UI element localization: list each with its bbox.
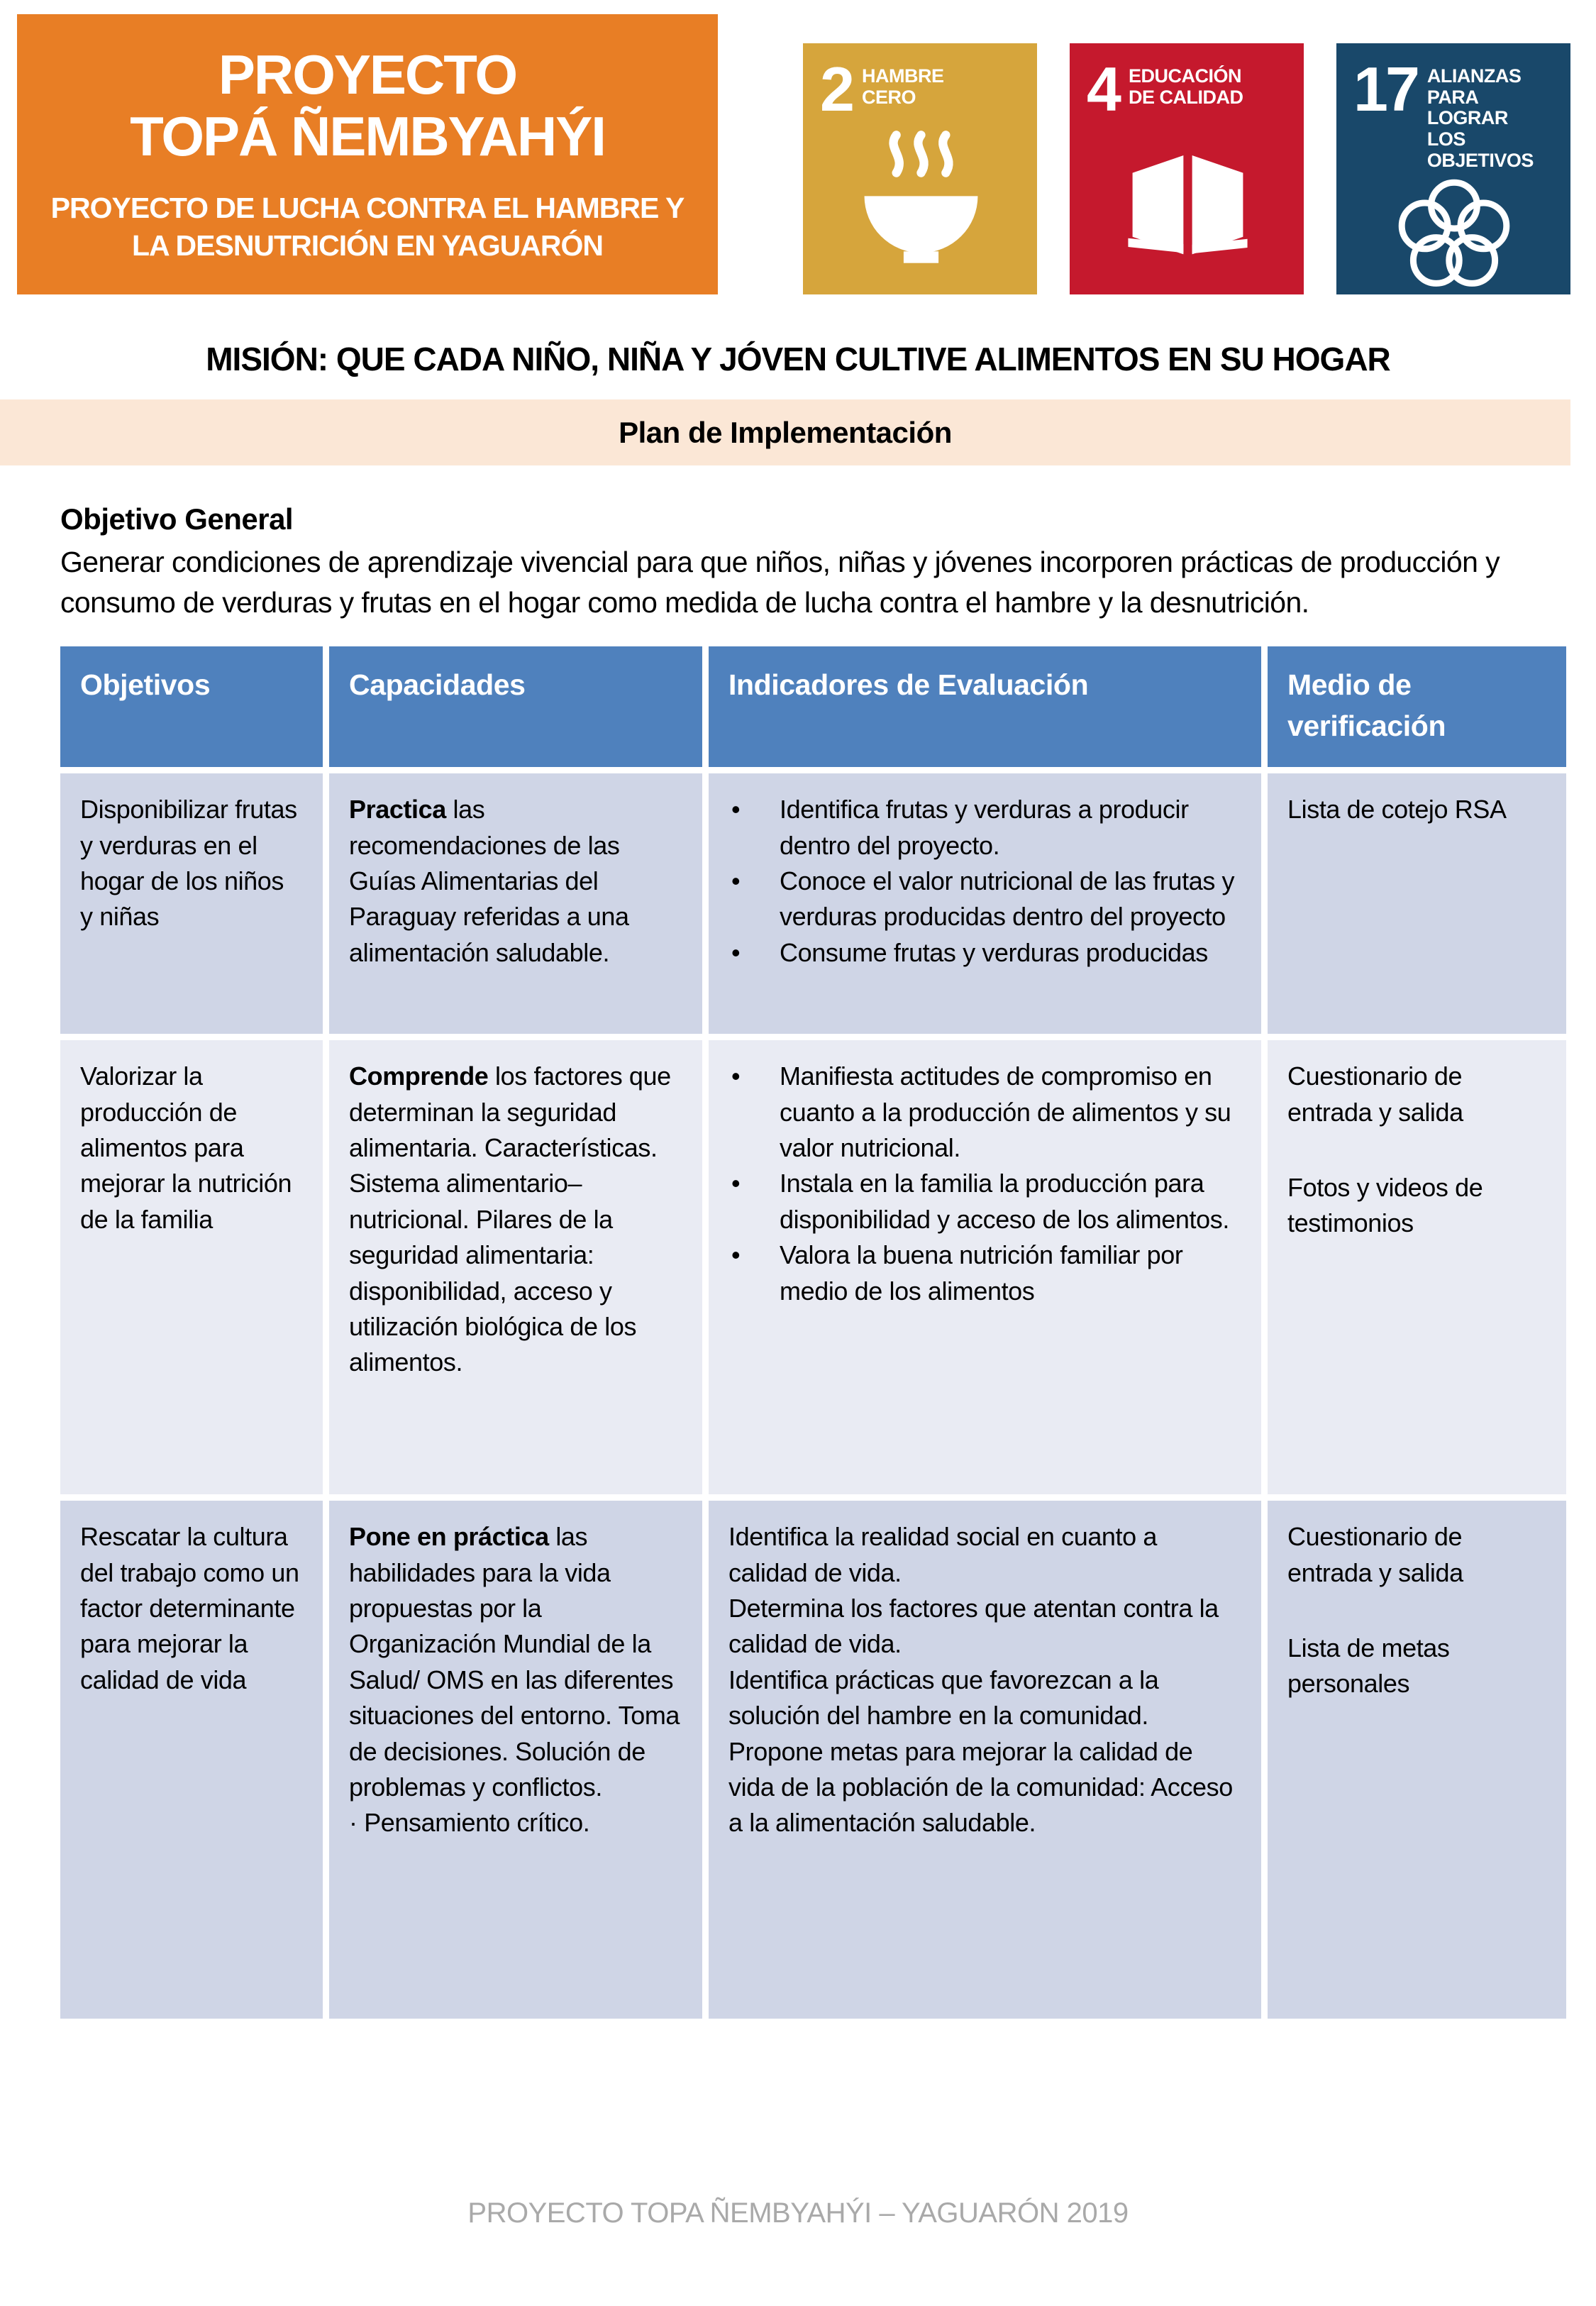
- table-row: Rescatar la cultura del trabajo como un …: [60, 1501, 1566, 2019]
- list-item: • Identifica frutas y verduras a produci…: [728, 792, 1241, 864]
- plan-banner-text: Plan de Implementación: [619, 415, 952, 449]
- medio-item: Lista de cotejo RSA: [1287, 795, 1507, 824]
- sdg4-label: EDUCACIÓN DE CALIDAD: [1128, 65, 1243, 108]
- indicadores-cell: Identifica la realidad social en cuanto …: [709, 1501, 1261, 2019]
- capacidad-body: las habilidades para la vida propuestas …: [349, 1522, 680, 1802]
- list-item: • Consume frutas y verduras producidas: [728, 935, 1241, 971]
- objetivo-cell: Valorizar la producción de alimentos par…: [60, 1040, 323, 1495]
- table-header-row: Objetivos Capacidades Indicadores de Eva…: [60, 646, 1566, 768]
- indicadores-cell: • Manifiesta actitudes de compromiso en …: [709, 1040, 1261, 1495]
- indicador-line: Determina los factores que atentan contr…: [728, 1593, 1219, 1659]
- sdg17-alianzas-badge: 17 ALIANZAS PARA LOGRAR LOS OBJETIVOS: [1336, 43, 1570, 294]
- sdg2-label: HAMBRE CERO: [861, 65, 944, 108]
- bullet-text: Conoce el valor nutricional de las fruta…: [780, 866, 1235, 932]
- document-header: PROYECTO TOPÁ ÑEMBYAHÝI PROYECTO DE LUCH…: [0, 0, 1596, 294]
- indicador-line: Identifica prácticas que favorezcan a la…: [728, 1665, 1159, 1731]
- project-title-line2: TOPÁ ÑEMBYAHÝI: [130, 105, 606, 168]
- bullet-marker: •: [731, 1061, 741, 1091]
- bullet-text: Valora la buena nutrición familiar por m…: [780, 1240, 1183, 1306]
- list-item: • Instala en la familia la producción pa…: [728, 1166, 1241, 1237]
- capacidad-note: · Pensamiento crítico.: [349, 1808, 590, 1838]
- capacidad-lead: Comprende: [349, 1061, 489, 1091]
- open-book-icon: [1087, 116, 1288, 282]
- sdg4-educacion-badge: 4 EDUCACIÓN DE CALIDAD: [1070, 43, 1304, 294]
- capacidad-cell: Comprende los factores que determinan la…: [329, 1040, 702, 1495]
- medio-cell: Cuestionario de entrada y salida Lista d…: [1268, 1501, 1566, 2019]
- interlocking-circles-icon: [1353, 171, 1555, 299]
- objective-text: Generar condiciones de aprendizaje viven…: [60, 546, 1500, 619]
- bullet-marker: •: [731, 1169, 741, 1198]
- project-title-box: PROYECTO TOPÁ ÑEMBYAHÝI PROYECTO DE LUCH…: [17, 14, 718, 294]
- column-header-medio: Medio de verificación: [1268, 646, 1566, 768]
- sdg-badges: 2 HAMBRE CERO 4 EDUCACIÓN DE CAL: [803, 43, 1570, 294]
- medio-item: Cuestionario de entrada y salida: [1287, 1061, 1463, 1127]
- capacidad-cell: Practica las recomendaciones de las Guía…: [329, 773, 702, 1035]
- column-header-capacidades: Capacidades: [329, 646, 702, 768]
- table-row: Disponibilizar frutas y verduras en el h…: [60, 773, 1566, 1035]
- list-item: • Conoce el valor nutricional de las fru…: [728, 864, 1241, 935]
- mission-statement: MISIÓN: QUE CADA NIÑO, NIÑA Y JÓVEN CULT…: [206, 341, 1391, 377]
- column-header-indicadores: Indicadores de Evaluación: [709, 646, 1261, 768]
- list-item: • Manifiesta actitudes de compromiso en …: [728, 1059, 1241, 1166]
- bullet-text: Instala en la familia la producción para…: [780, 1169, 1229, 1234]
- project-subtitle-line1: PROYECTO DE LUCHA CONTRA EL HAMBRE Y: [50, 191, 685, 224]
- objective-section: Objetivo General Generar condiciones de …: [60, 502, 1539, 622]
- column-header-objetivos: Objetivos: [60, 646, 323, 768]
- medio-item: Lista de metas personales: [1287, 1633, 1450, 1699]
- medio-item: Cuestionario de entrada y salida: [1287, 1522, 1463, 1587]
- sdg4-number: 4: [1087, 54, 1121, 124]
- sdg17-number: 17: [1353, 54, 1420, 124]
- medio-cell: Cuestionario de entrada y salida Fotos y…: [1268, 1040, 1566, 1495]
- bullet-text: Identifica frutas y verduras a producir …: [780, 795, 1189, 860]
- objetivo-cell: Rescatar la cultura del trabajo como un …: [60, 1501, 323, 2019]
- objective-heading: Objetivo General: [60, 502, 294, 536]
- project-subtitle-line2: LA DESNUTRICIÓN EN YAGUARÓN: [132, 228, 604, 262]
- indicador-line: Propone metas para mejorar la calidad de…: [728, 1736, 1233, 1838]
- bullet-marker: •: [731, 937, 741, 967]
- bullet-text: Manifiesta actitudes de compromiso en cu…: [780, 1061, 1231, 1162]
- list-item: • Valora la buena nutrición familiar por…: [728, 1237, 1241, 1309]
- plan-banner: Plan de Implementación: [0, 399, 1570, 465]
- capacidad-body: las recomendaciones de las Guías Aliment…: [349, 795, 629, 967]
- bullet-marker: •: [731, 795, 741, 824]
- capacidad-body: los factores que determinan la seguridad…: [349, 1061, 671, 1377]
- project-title-line1: PROYECTO: [218, 43, 518, 106]
- medio-item: Fotos y videos de testimonios: [1287, 1172, 1483, 1238]
- capacidad-cell: Pone en práctica las habilidades para la…: [329, 1501, 702, 2019]
- sdg4-header: 4 EDUCACIÓN DE CALIDAD: [1087, 54, 1288, 124]
- page-footer: PROYECTO TOPA ÑEMBYAHÝI – YAGUARÓN 2019: [467, 2197, 1129, 2229]
- bullet-text: Consume frutas y verduras producidas: [780, 937, 1208, 967]
- sdg2-number: 2: [820, 54, 855, 124]
- capacidad-lead: Pone en práctica: [349, 1522, 549, 1552]
- objetivo-cell: Disponibilizar frutas y verduras en el h…: [60, 773, 323, 1035]
- medio-cell: Lista de cotejo RSA: [1268, 773, 1566, 1035]
- bowl-icon: [820, 116, 1021, 282]
- bullet-marker: •: [731, 866, 741, 895]
- indicadores-cell: • Identifica frutas y verduras a produci…: [709, 773, 1261, 1035]
- indicador-line: Identifica la realidad social en cuanto …: [728, 1522, 1158, 1587]
- sdg17-header: 17 ALIANZAS PARA LOGRAR LOS OBJETIVOS: [1353, 54, 1555, 171]
- capacidad-lead: Practica: [349, 795, 446, 824]
- sdg2-hambre-cero-badge: 2 HAMBRE CERO: [803, 43, 1037, 294]
- bullet-marker: •: [731, 1240, 741, 1270]
- table-row: Valorizar la producción de alimentos par…: [60, 1040, 1566, 1495]
- sdg2-header: 2 HAMBRE CERO: [820, 54, 1021, 124]
- sdg17-label: ALIANZAS PARA LOGRAR LOS OBJETIVOS: [1426, 65, 1534, 171]
- implementation-table: Objetivos Capacidades Indicadores de Eva…: [60, 646, 1566, 2019]
